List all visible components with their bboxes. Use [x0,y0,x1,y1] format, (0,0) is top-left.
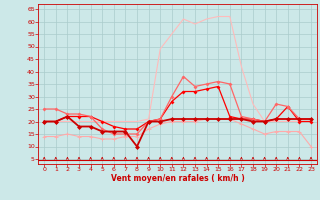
X-axis label: Vent moyen/en rafales ( km/h ): Vent moyen/en rafales ( km/h ) [111,174,244,183]
